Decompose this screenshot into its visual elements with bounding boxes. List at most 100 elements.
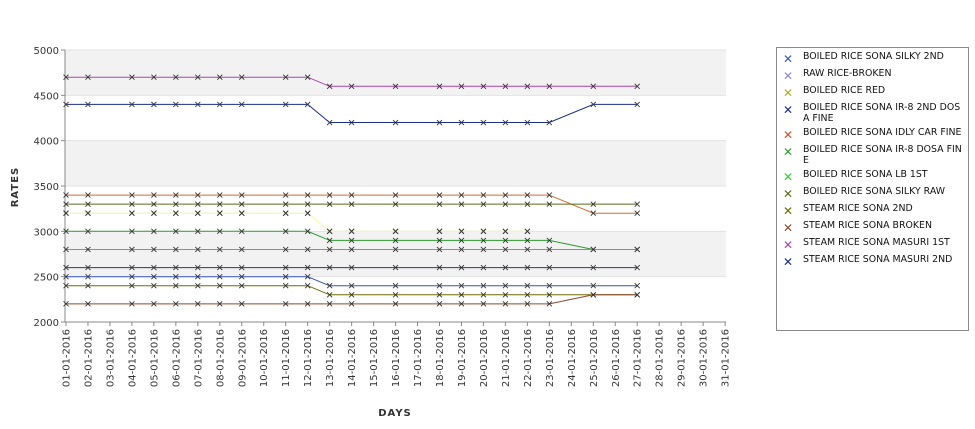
series-markers [63, 74, 641, 307]
data-point [348, 264, 355, 271]
data-point [282, 282, 289, 289]
x-tick-label: 15-01-2016 [369, 329, 380, 387]
data-point [502, 192, 509, 198]
data-point [63, 264, 69, 271]
data-point [63, 201, 69, 207]
data-point [392, 264, 399, 271]
data-point [436, 291, 443, 298]
x-tick-label: 10-01-2016 [259, 329, 270, 387]
data-point [173, 228, 179, 235]
data-point [282, 273, 289, 280]
data-point [129, 74, 135, 81]
data-point [480, 83, 487, 90]
data-point [634, 101, 641, 108]
plot-band [65, 50, 726, 96]
data-point [85, 264, 91, 271]
data-point [129, 210, 135, 217]
data-point [458, 237, 465, 244]
data-point [546, 119, 553, 126]
x-tick-label: 22-01-2016 [523, 329, 534, 387]
data-point [129, 201, 135, 207]
data-point [85, 74, 91, 81]
plot-band [65, 140, 726, 186]
data-point [63, 301, 69, 307]
data-point [282, 192, 289, 198]
x-tick-label: 27-01-2016 [633, 329, 644, 387]
data-point [634, 210, 641, 217]
legend-item: ✕ BOILED RICE SONA IDLY CAR FINE [781, 127, 966, 141]
data-point [524, 282, 531, 289]
data-point [216, 210, 223, 217]
legend-item: ✕ STEAM RICE SONA MASURI 1ST [781, 237, 966, 251]
x-tick-label: 13-01-2016 [325, 329, 336, 387]
legend-marker-icon: ✕ [782, 255, 794, 269]
data-point [173, 282, 179, 289]
data-point [173, 246, 179, 253]
data-point [195, 273, 201, 280]
data-point [304, 246, 311, 253]
data-point [238, 201, 245, 207]
data-point [173, 192, 179, 198]
x-tick-label: 04-01-2016 [127, 329, 138, 387]
data-point [326, 282, 333, 289]
data-point [304, 301, 311, 307]
x-tick-label: 25-01-2016 [589, 329, 600, 387]
data-point [326, 201, 333, 207]
data-point [436, 228, 443, 235]
data-point [524, 237, 531, 244]
data-point [282, 201, 289, 207]
data-point [436, 264, 443, 271]
data-point [216, 192, 223, 198]
data-point [546, 201, 553, 207]
data-point [458, 291, 465, 298]
x-tick-label: 18-01-2016 [435, 329, 446, 387]
data-point [304, 201, 311, 207]
data-point [151, 101, 157, 108]
data-point [63, 282, 69, 289]
data-point [238, 301, 245, 307]
y-tick-label: 5000 [34, 46, 59, 57]
data-point [282, 264, 289, 271]
data-point [85, 301, 91, 307]
data-point [634, 246, 641, 253]
data-point [304, 210, 311, 217]
data-point [195, 201, 201, 207]
data-point [392, 228, 399, 235]
data-point [216, 246, 223, 253]
legend-label: STEAM RICE SONA MASURI 1ST [803, 237, 950, 248]
y-tick-label: 3000 [34, 227, 59, 238]
data-point [129, 192, 135, 198]
data-point [392, 192, 399, 198]
data-point [195, 74, 201, 81]
data-point [524, 119, 531, 126]
data-point [216, 228, 223, 235]
data-point [85, 101, 91, 108]
data-point [502, 291, 509, 298]
data-point [458, 83, 465, 90]
y-axis-title: RATES [10, 167, 21, 208]
data-point [502, 237, 509, 244]
data-point [436, 301, 443, 307]
data-point [392, 301, 399, 307]
legend-label: BOILED RICE SONA LB 1ST [803, 169, 928, 180]
data-point [590, 246, 597, 253]
y-tick-label: 2000 [34, 318, 59, 329]
data-point [85, 201, 91, 207]
x-tick-label: 17-01-2016 [413, 329, 424, 387]
plot-band [65, 276, 726, 322]
data-point [129, 246, 135, 253]
data-point [458, 228, 465, 235]
data-point [304, 192, 311, 198]
data-point [195, 264, 201, 271]
data-point [304, 228, 311, 235]
x-tick-label: 07-01-2016 [193, 329, 204, 387]
x-tick-label: 05-01-2016 [149, 329, 160, 387]
data-point [436, 83, 443, 90]
data-point [173, 101, 179, 108]
x-tick-label: 23-01-2016 [545, 329, 556, 387]
data-point [151, 282, 157, 289]
data-point [216, 101, 223, 108]
data-point [590, 210, 597, 217]
data-point [85, 228, 91, 235]
data-point [238, 192, 245, 198]
